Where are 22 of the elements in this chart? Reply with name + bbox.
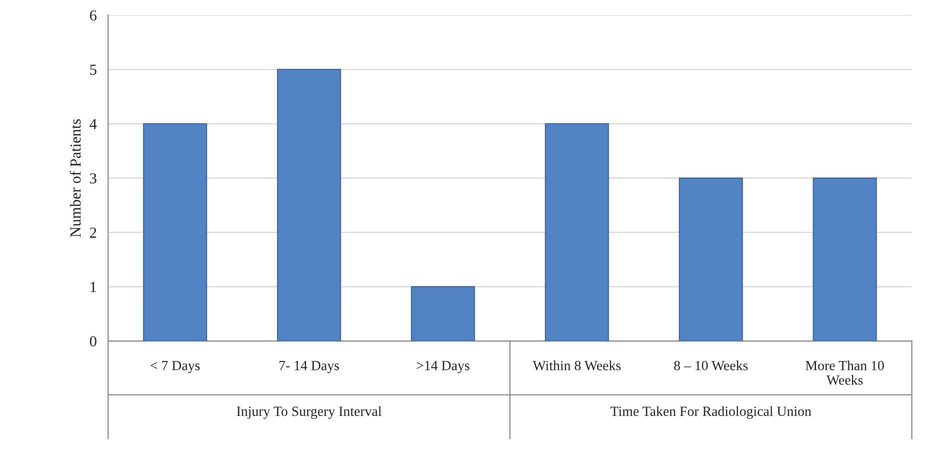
bar (544, 123, 609, 342)
bar (812, 178, 877, 342)
text: Injury To Surgery Interval (236, 406, 382, 419)
bar (410, 286, 476, 342)
x-tick-label: >14 Days (416, 360, 470, 374)
x-tick-label: 7- 14 Days (279, 360, 339, 374)
text: Time Taken For Radiological Union (610, 406, 812, 419)
y-tick-label: 1 (90, 282, 96, 292)
x-tick-label: < 7 Days (150, 360, 200, 374)
x-tick-label: Within 8 Weeks (532, 360, 621, 370)
x-tick-label: 8 – 10 Weeks (674, 360, 748, 370)
y-tick-label: 5 (90, 64, 96, 75)
y-tick-label: 3 (90, 173, 96, 184)
x-tick-label: More Than 10 Weeks (806, 360, 884, 385)
bar (678, 178, 743, 342)
y-tick-label: 6 (90, 10, 97, 21)
y-tick-label: 2 (90, 228, 96, 238)
y-tick-label: 0 (90, 336, 96, 346)
bar (143, 123, 208, 342)
y-tick-label: 4 (90, 119, 97, 130)
bar (276, 68, 342, 342)
y-axis-title: Number of Patients (70, 119, 81, 238)
